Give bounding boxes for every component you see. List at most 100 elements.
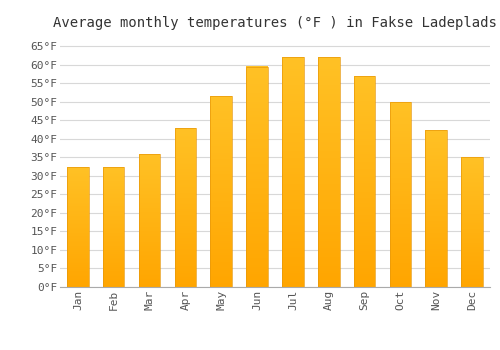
Bar (390, 187, 411, 189)
Bar (282, 225, 304, 227)
Bar (426, 208, 447, 210)
Bar (67, 262, 88, 263)
Bar (210, 148, 232, 149)
Bar (174, 160, 196, 161)
Bar (246, 133, 268, 135)
Bar (139, 204, 160, 205)
Bar (174, 187, 196, 188)
Bar (390, 224, 411, 226)
Bar (103, 224, 124, 225)
Bar (139, 191, 160, 192)
Bar (67, 210, 88, 211)
Bar (390, 165, 411, 167)
Bar (426, 241, 447, 243)
Bar (462, 278, 483, 279)
Bar (67, 181, 88, 182)
Bar (426, 237, 447, 238)
Bar (139, 188, 160, 190)
Bar (210, 96, 232, 98)
Bar (390, 167, 411, 168)
Bar (246, 163, 268, 166)
Bar (246, 260, 268, 263)
Bar (282, 271, 304, 273)
Bar (103, 178, 124, 180)
Bar (210, 218, 232, 220)
Bar (246, 201, 268, 203)
Bar (103, 246, 124, 247)
Bar (282, 138, 304, 140)
Bar (103, 241, 124, 243)
Bar (67, 284, 88, 285)
Bar (390, 137, 411, 139)
Bar (103, 199, 124, 200)
Bar (139, 170, 160, 171)
Bar (246, 188, 268, 190)
Bar (462, 280, 483, 282)
Bar (246, 199, 268, 201)
Bar (318, 80, 340, 83)
Bar (390, 170, 411, 172)
Bar (174, 134, 196, 135)
Bar (354, 91, 376, 93)
Bar (390, 267, 411, 268)
Bar (462, 234, 483, 235)
Bar (282, 110, 304, 112)
Bar (174, 128, 196, 287)
Bar (103, 232, 124, 233)
Bar (210, 113, 232, 115)
Bar (210, 123, 232, 125)
Bar (103, 217, 124, 218)
Bar (426, 185, 447, 186)
Bar (139, 210, 160, 211)
Bar (139, 203, 160, 204)
Bar (390, 155, 411, 157)
Bar (210, 134, 232, 136)
Bar (390, 235, 411, 237)
Bar (354, 97, 376, 99)
Bar (67, 225, 88, 227)
Bar (318, 234, 340, 237)
Bar (103, 280, 124, 281)
Bar (210, 104, 232, 106)
Bar (354, 120, 376, 122)
Bar (103, 276, 124, 277)
Bar (246, 108, 268, 111)
Bar (67, 280, 88, 281)
Bar (67, 193, 88, 194)
Bar (426, 274, 447, 276)
Bar (174, 239, 196, 241)
Bar (103, 275, 124, 276)
Bar (426, 276, 447, 278)
Bar (210, 127, 232, 128)
Bar (67, 223, 88, 224)
Bar (174, 137, 196, 139)
Bar (246, 119, 268, 122)
Bar (390, 270, 411, 272)
Bar (426, 216, 447, 218)
Bar (426, 164, 447, 166)
Bar (67, 268, 88, 269)
Bar (210, 258, 232, 260)
Bar (67, 186, 88, 187)
Bar (67, 178, 88, 180)
Bar (210, 115, 232, 117)
Bar (354, 148, 376, 150)
Bar (318, 177, 340, 179)
Bar (282, 184, 304, 186)
Bar (426, 160, 447, 161)
Bar (390, 213, 411, 215)
Bar (354, 245, 376, 247)
Bar (67, 180, 88, 181)
Bar (139, 262, 160, 263)
Bar (390, 230, 411, 231)
Bar (139, 174, 160, 175)
Bar (390, 261, 411, 263)
Bar (174, 147, 196, 148)
Bar (103, 206, 124, 208)
Bar (390, 180, 411, 181)
Bar (210, 195, 232, 197)
Bar (318, 161, 340, 163)
Bar (246, 99, 268, 102)
Bar (426, 265, 447, 267)
Bar (67, 209, 88, 210)
